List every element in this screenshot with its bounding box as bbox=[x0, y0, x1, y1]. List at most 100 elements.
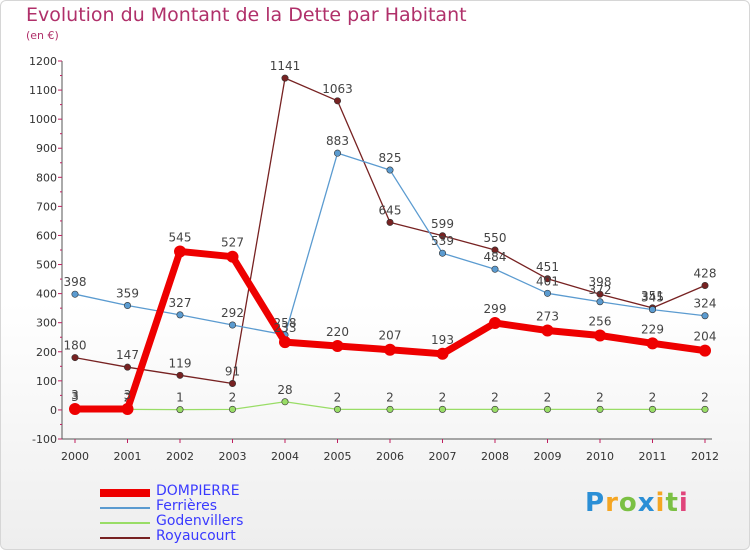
data-label: 229 bbox=[641, 322, 664, 336]
proxiti-logo: Proxiti bbox=[585, 488, 689, 518]
data-label: 119 bbox=[169, 356, 192, 370]
data-label: 2 bbox=[649, 390, 657, 404]
chart-subtitle: (en €) bbox=[26, 29, 59, 42]
data-point bbox=[176, 371, 184, 379]
data-point bbox=[279, 336, 291, 349]
x-tick-label: 2011 bbox=[639, 450, 667, 463]
data-label: 645 bbox=[379, 203, 402, 217]
y-tick-label: 800 bbox=[36, 171, 57, 184]
data-label: 398 bbox=[589, 275, 612, 289]
logo-letter: o bbox=[618, 488, 638, 518]
data-point bbox=[229, 405, 237, 413]
data-point bbox=[229, 321, 237, 329]
legend-item: Godenvillers bbox=[100, 513, 360, 530]
data-label: 2 bbox=[334, 390, 342, 404]
data-point bbox=[69, 403, 81, 416]
x-tick-label: 2006 bbox=[376, 450, 404, 463]
y-tick-label: -100 bbox=[32, 433, 57, 446]
x-tick-label: 2012 bbox=[691, 450, 719, 463]
legend-item: Royaucourt bbox=[100, 528, 360, 545]
data-label: 204 bbox=[694, 330, 717, 344]
data-label: 539 bbox=[431, 234, 454, 248]
data-point bbox=[384, 343, 396, 356]
data-point bbox=[121, 403, 134, 416]
data-point bbox=[491, 405, 499, 413]
data-label: 451 bbox=[536, 260, 559, 274]
x-tick-label: 2010 bbox=[586, 450, 614, 463]
y-tick-label: 700 bbox=[36, 200, 57, 213]
logo-letter: t bbox=[665, 488, 679, 518]
legend-swatch bbox=[100, 489, 150, 497]
data-point bbox=[71, 290, 79, 298]
data-label: 233 bbox=[274, 321, 297, 335]
legend-swatch bbox=[100, 522, 150, 524]
data-point bbox=[646, 337, 659, 350]
data-label: 2 bbox=[124, 390, 132, 404]
legend-label: Ferrières bbox=[156, 498, 218, 514]
data-label: 193 bbox=[431, 333, 454, 347]
data-label: 398 bbox=[64, 275, 87, 289]
logo-letter: x bbox=[637, 488, 656, 518]
data-point bbox=[699, 344, 711, 357]
data-label: 91 bbox=[225, 364, 240, 378]
data-label: 372 bbox=[589, 283, 612, 297]
data-label: 345 bbox=[641, 291, 664, 305]
data-point bbox=[226, 250, 239, 263]
data-label: 147 bbox=[116, 348, 139, 362]
data-point bbox=[438, 249, 446, 257]
data-point bbox=[436, 347, 449, 360]
data-label: 2 bbox=[596, 390, 604, 404]
y-tick-label: 1200 bbox=[29, 55, 57, 68]
y-tick-label: 100 bbox=[36, 375, 57, 388]
data-label: 1063 bbox=[322, 82, 353, 96]
y-tick-label: 500 bbox=[36, 259, 57, 272]
data-label: 825 bbox=[379, 151, 402, 165]
data-label: 599 bbox=[431, 217, 454, 231]
data-point bbox=[701, 405, 709, 413]
y-tick-label: 400 bbox=[36, 288, 57, 301]
data-label: 545 bbox=[169, 230, 192, 244]
y-tick-label: 300 bbox=[36, 317, 57, 330]
y-tick-label: 900 bbox=[36, 142, 57, 155]
data-label: 2 bbox=[544, 390, 552, 404]
logo-letter: P bbox=[585, 488, 606, 518]
data-point bbox=[489, 316, 501, 329]
data-label: 351 bbox=[641, 289, 664, 303]
data-point bbox=[229, 379, 237, 387]
data-point bbox=[71, 354, 79, 362]
data-label: 1141 bbox=[270, 59, 301, 73]
data-point bbox=[386, 405, 394, 413]
data-label: 883 bbox=[326, 134, 349, 148]
data-point bbox=[176, 406, 184, 414]
data-label: 359 bbox=[116, 287, 139, 301]
data-point bbox=[281, 398, 289, 406]
legend: DOMPIERRE Ferrières Godenvillers Royaucourt bbox=[100, 483, 360, 545]
legend-item: Ferrières bbox=[100, 498, 360, 515]
x-tick-label: 2008 bbox=[481, 450, 509, 463]
data-label: 2 bbox=[701, 390, 709, 404]
data-point bbox=[281, 74, 289, 82]
data-label: 180 bbox=[64, 339, 87, 353]
data-label: 3 bbox=[71, 390, 79, 404]
data-label: 207 bbox=[379, 329, 402, 343]
legend-label: DOMPIERRE bbox=[156, 483, 240, 499]
data-point bbox=[333, 97, 341, 105]
data-point bbox=[543, 405, 551, 413]
legend-label: Godenvillers bbox=[156, 513, 244, 529]
data-point bbox=[701, 281, 709, 289]
x-tick-label: 2009 bbox=[534, 450, 562, 463]
data-point bbox=[701, 312, 709, 320]
data-label: 527 bbox=[221, 236, 244, 250]
data-point bbox=[543, 275, 551, 283]
legend-swatch bbox=[100, 537, 150, 539]
data-point bbox=[438, 232, 446, 240]
data-label: 28 bbox=[277, 383, 292, 397]
y-tick-label: 0 bbox=[50, 404, 57, 417]
data-point bbox=[333, 405, 341, 413]
data-label: 2 bbox=[439, 390, 447, 404]
data-point bbox=[386, 218, 394, 226]
data-label: 324 bbox=[694, 297, 717, 311]
data-label: 327 bbox=[169, 296, 192, 310]
